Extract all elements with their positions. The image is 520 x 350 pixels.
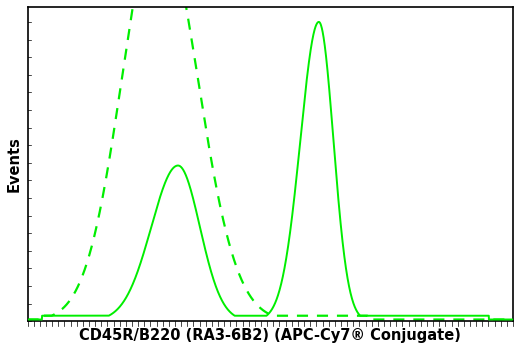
Y-axis label: Events: Events [7,136,22,192]
X-axis label: CD45R/B220 (RA3-6B2) (APC-Cy7® Conjugate): CD45R/B220 (RA3-6B2) (APC-Cy7® Conjugate… [80,328,461,343]
